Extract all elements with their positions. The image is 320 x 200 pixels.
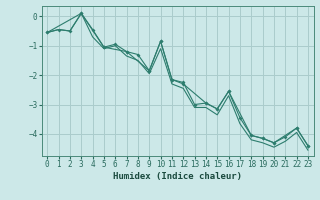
X-axis label: Humidex (Indice chaleur): Humidex (Indice chaleur) xyxy=(113,172,242,181)
